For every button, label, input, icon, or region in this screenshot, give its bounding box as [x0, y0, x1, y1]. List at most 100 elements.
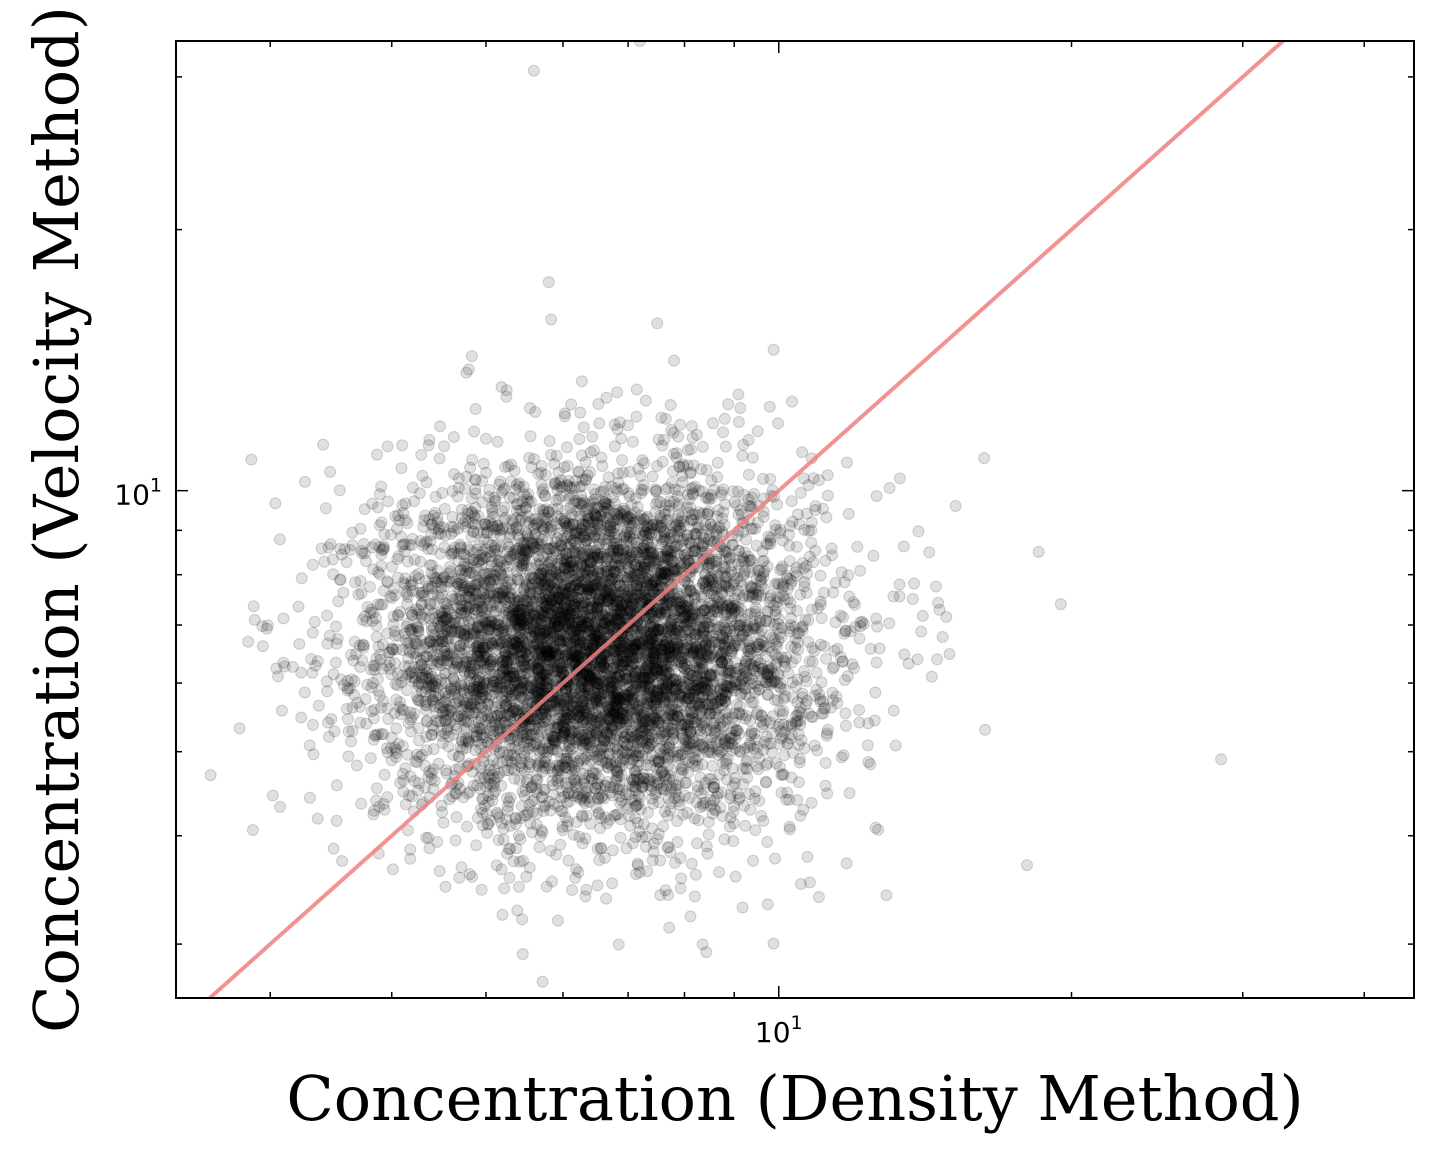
- scatter-point: [477, 457, 490, 470]
- scatter-point: [426, 1005, 437, 1016]
- scatter-point: [756, 545, 769, 558]
- scatter-point: [634, 509, 647, 522]
- scatter-point: [664, 399, 677, 411]
- scatter-point: [753, 752, 766, 765]
- scatter-point: [609, 699, 622, 712]
- scatter-point: [640, 576, 653, 589]
- scatter-point: [897, 540, 910, 553]
- scatter-point: [415, 610, 428, 623]
- scatter-point: [437, 816, 450, 829]
- scatter-point: [669, 683, 682, 696]
- scatter-point: [757, 554, 770, 567]
- scatter-point: [654, 568, 667, 581]
- scatter-point: [453, 643, 466, 656]
- scatter-point: [506, 705, 519, 718]
- scatter-point: [669, 627, 682, 640]
- scatter-point: [318, 555, 331, 568]
- scatter-point: [658, 805, 671, 818]
- scatter-point: [423, 680, 435, 693]
- scatter-point: [321, 637, 334, 650]
- scatter-point: [390, 743, 403, 756]
- scatter-point: [808, 739, 821, 752]
- scatter-point: [493, 587, 506, 600]
- scatter-point: [476, 793, 489, 806]
- scatter-point: [818, 640, 831, 653]
- scatter-point: [611, 654, 624, 667]
- scatter-point: [635, 725, 647, 738]
- scatter-point: [159, 601, 170, 612]
- scatter-point: [526, 674, 539, 687]
- scatter-point: [564, 656, 576, 669]
- scatter-point: [783, 555, 796, 568]
- scatter-point: [663, 921, 676, 934]
- scatter-point: [433, 620, 446, 633]
- scatter-point: [510, 842, 523, 855]
- scatter-point: [562, 693, 575, 706]
- scatter-point: [493, 619, 506, 632]
- scatter-point: [562, 648, 575, 661]
- scatter-point: [757, 815, 770, 827]
- scatter-point: [325, 713, 338, 725]
- scatter-point: [400, 672, 413, 685]
- scatter-point: [502, 566, 515, 579]
- scatter-point: [464, 675, 477, 688]
- scatter-point: [940, 610, 953, 623]
- scatter-point: [667, 604, 680, 617]
- scatter-point: [838, 627, 851, 640]
- scatter-point: [697, 680, 710, 693]
- scatter-point: [468, 425, 480, 438]
- scatter-point: [602, 471, 615, 484]
- scatter-point: [848, 598, 861, 611]
- scatter-point: [248, 613, 261, 626]
- scatter-point: [547, 599, 560, 612]
- scatter-point: [560, 587, 573, 600]
- scatter-point: [538, 756, 551, 769]
- scatter-point: [420, 831, 433, 844]
- scatter-point: [651, 495, 664, 508]
- scatter-point: [429, 490, 442, 503]
- scatter-point: [656, 439, 669, 452]
- scatter-point: [350, 759, 363, 772]
- scatter-point: [721, 599, 734, 612]
- scatter-point: [818, 586, 830, 599]
- scatter-point: [686, 431, 699, 444]
- scatter-point: [330, 814, 343, 827]
- scatter-point: [370, 782, 383, 795]
- scatter-point: [719, 734, 732, 747]
- scatter-point: [624, 566, 636, 579]
- scatter-point: [600, 892, 613, 905]
- scatter-point: [764, 534, 777, 547]
- scatter-point: [672, 430, 685, 443]
- scatter-point: [569, 546, 582, 559]
- scatter-point: [646, 736, 659, 749]
- scatter-point: [505, 689, 518, 702]
- scatter-point: [586, 430, 599, 443]
- scatter-point: [434, 714, 447, 727]
- scatter-point: [476, 681, 489, 694]
- scatter-point: [573, 433, 586, 446]
- scatter-point: [448, 525, 460, 538]
- scatter-point: [461, 631, 474, 643]
- scatter-point: [635, 483, 648, 496]
- scatter-point: [459, 667, 471, 680]
- scatter-point: [762, 660, 775, 673]
- scatter-point: [713, 653, 726, 666]
- scatter-point: [591, 879, 604, 892]
- scatter-point: [611, 671, 624, 684]
- scatter-point: [523, 451, 536, 464]
- scatter-point: [601, 564, 613, 577]
- scatter-point: [273, 533, 286, 546]
- scatter-point: [707, 678, 720, 691]
- scatter-point: [330, 620, 342, 633]
- scatter-point: [534, 609, 547, 622]
- scatter-point: [556, 552, 569, 565]
- scatter-point: [275, 704, 288, 717]
- scatter-point: [584, 588, 596, 601]
- scatter-point: [342, 725, 355, 738]
- scatter-point: [443, 561, 456, 573]
- scatter-point: [370, 652, 383, 665]
- scatter-point: [716, 587, 729, 600]
- scatter-point: [617, 466, 629, 479]
- scatter-point: [381, 791, 394, 804]
